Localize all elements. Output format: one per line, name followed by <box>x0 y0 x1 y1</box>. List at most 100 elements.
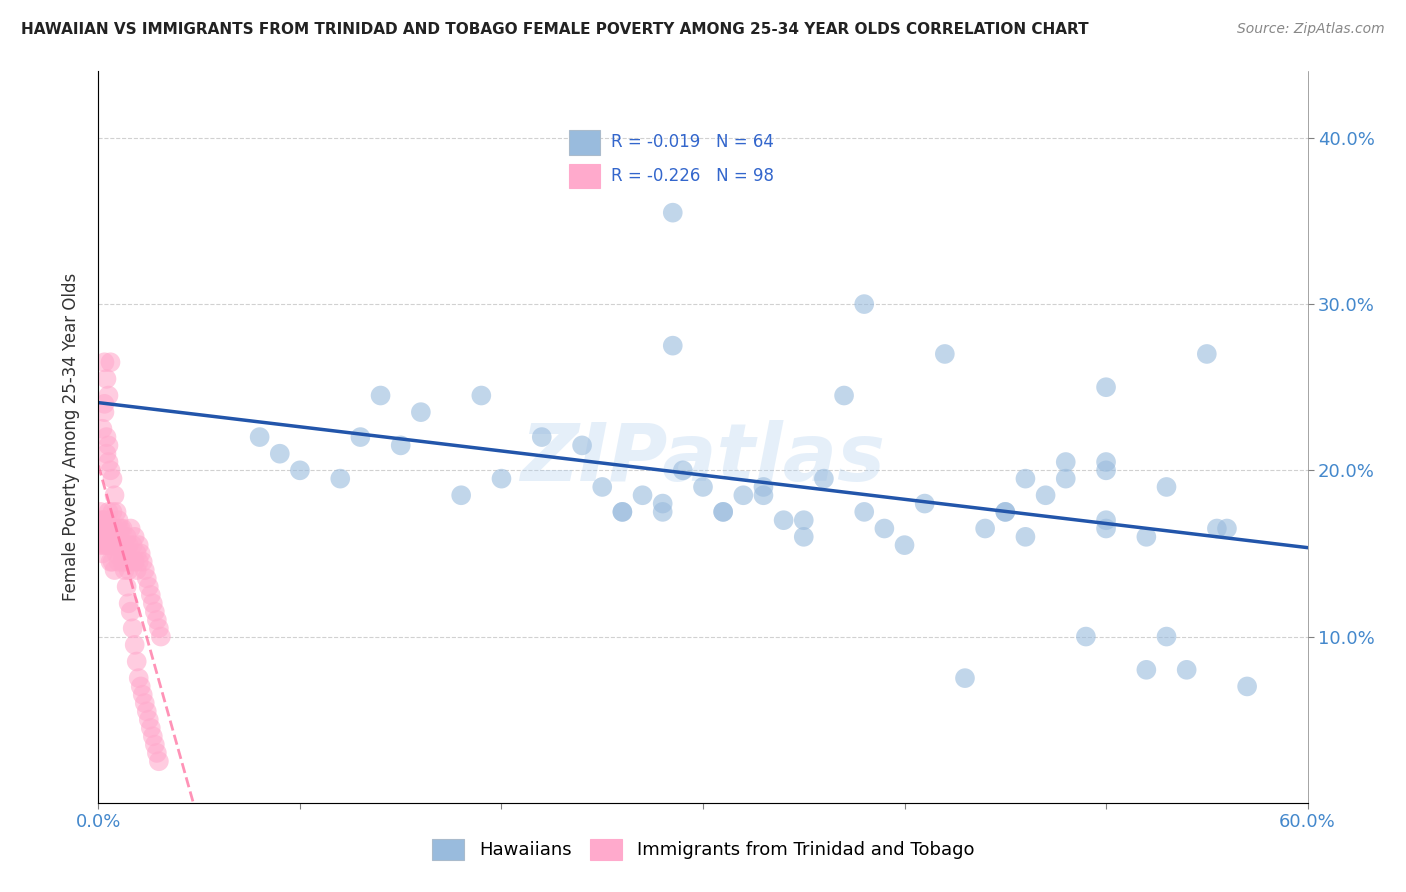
Point <box>103 521 125 535</box>
Point <box>107 513 129 527</box>
Point <box>470 388 492 402</box>
Point <box>853 297 876 311</box>
Text: ZIPatlas: ZIPatlas <box>520 420 886 498</box>
Point <box>1095 513 1118 527</box>
Point <box>103 488 125 502</box>
Point <box>125 563 148 577</box>
Point <box>661 338 683 352</box>
Point <box>111 546 134 560</box>
Point <box>491 472 513 486</box>
Point <box>100 538 122 552</box>
Point <box>120 605 142 619</box>
Point <box>249 430 271 444</box>
Point <box>132 555 155 569</box>
Point <box>118 563 141 577</box>
Point <box>994 505 1017 519</box>
Point <box>612 505 634 519</box>
Point <box>114 563 136 577</box>
Point <box>93 530 115 544</box>
Point <box>149 630 172 644</box>
Point <box>1095 463 1118 477</box>
Point <box>132 688 155 702</box>
Point <box>711 505 734 519</box>
Point <box>93 355 115 369</box>
Point <box>121 538 143 552</box>
Point <box>1035 488 1057 502</box>
Point <box>89 538 111 552</box>
Point <box>114 538 136 552</box>
Point <box>115 580 138 594</box>
Point <box>129 546 152 560</box>
Point <box>125 655 148 669</box>
Point <box>105 538 128 552</box>
Point <box>138 713 160 727</box>
Point <box>1135 530 1157 544</box>
Point <box>1095 455 1118 469</box>
Point <box>135 571 157 585</box>
Point <box>146 613 169 627</box>
Point <box>120 521 142 535</box>
Point <box>370 388 392 402</box>
Point <box>128 555 150 569</box>
Point <box>96 447 118 461</box>
Point <box>711 505 734 519</box>
Point <box>793 513 815 527</box>
Point <box>288 463 311 477</box>
Point <box>1156 480 1178 494</box>
Point <box>143 738 166 752</box>
Point <box>121 621 143 635</box>
Point <box>1014 472 1036 486</box>
Point <box>124 530 146 544</box>
Point <box>651 497 673 511</box>
Point <box>832 388 855 402</box>
Point <box>96 430 118 444</box>
Point <box>134 696 156 710</box>
Point <box>120 555 142 569</box>
Point <box>97 455 120 469</box>
Point <box>89 530 111 544</box>
Point <box>91 521 114 535</box>
Point <box>110 538 132 552</box>
Point <box>111 555 134 569</box>
Point <box>651 505 673 519</box>
Point <box>138 580 160 594</box>
Point <box>142 596 165 610</box>
Point <box>128 538 150 552</box>
Point <box>107 521 129 535</box>
Point <box>100 555 122 569</box>
Point <box>111 521 134 535</box>
Point <box>91 422 114 436</box>
Y-axis label: Female Poverty Among 25-34 Year Olds: Female Poverty Among 25-34 Year Olds <box>62 273 80 601</box>
Point <box>96 538 118 552</box>
Point <box>100 463 122 477</box>
Point <box>349 430 371 444</box>
Point <box>125 546 148 560</box>
Point <box>93 513 115 527</box>
Point <box>115 530 138 544</box>
Point <box>389 438 412 452</box>
Point <box>97 530 120 544</box>
Point <box>1135 663 1157 677</box>
Point <box>97 538 120 552</box>
Point <box>135 705 157 719</box>
Point <box>631 488 654 502</box>
Point <box>103 563 125 577</box>
Point <box>1216 521 1239 535</box>
Point <box>1206 521 1229 535</box>
Point <box>1236 680 1258 694</box>
Point <box>1095 380 1118 394</box>
Point <box>134 563 156 577</box>
Point <box>772 513 794 527</box>
Point <box>105 505 128 519</box>
Point <box>142 729 165 743</box>
Point <box>93 397 115 411</box>
Point <box>661 205 683 219</box>
Point <box>129 680 152 694</box>
Point <box>110 521 132 535</box>
Point <box>571 438 593 452</box>
Point <box>93 538 115 552</box>
Point <box>146 746 169 760</box>
Point <box>93 405 115 419</box>
Point <box>934 347 956 361</box>
Point <box>953 671 976 685</box>
